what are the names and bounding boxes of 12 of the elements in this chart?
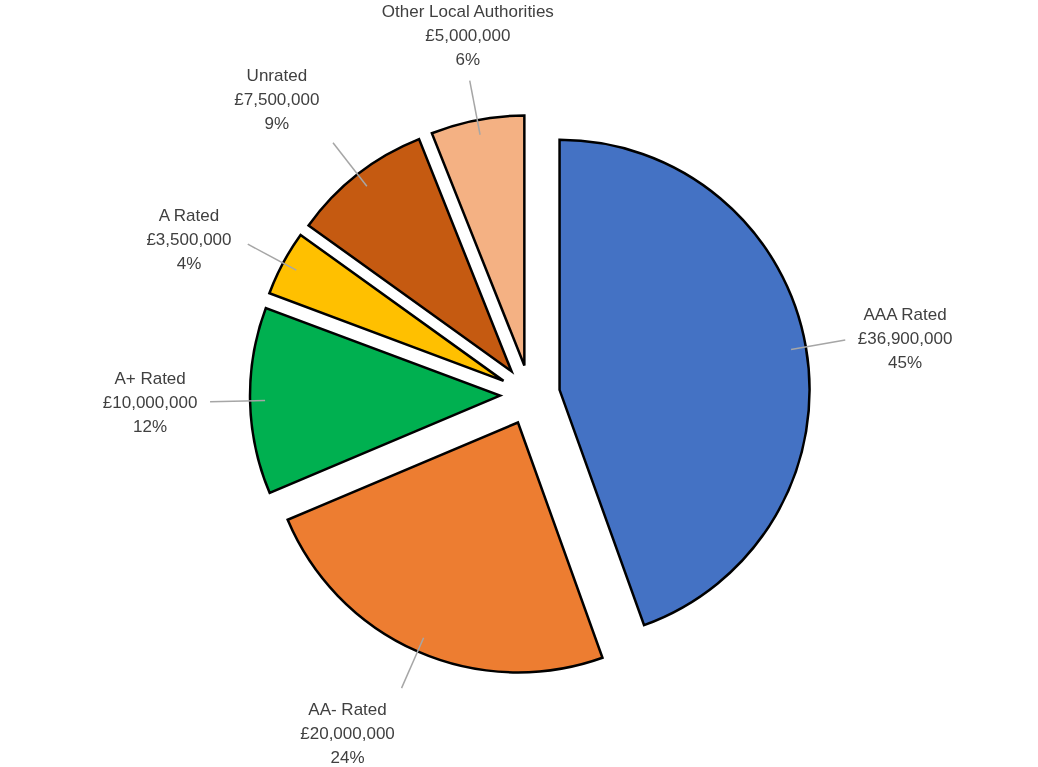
- slice-label: AAA Rated: [863, 305, 947, 325]
- slice-label: Other Local Authorities: [381, 1, 554, 21]
- data-label: £3,500,000 4%: [146, 230, 232, 274]
- slice-label: AA- Rated: [308, 700, 387, 720]
- slice-label: A+ Rated: [114, 368, 186, 388]
- data-label: £10,000,000 12%: [102, 392, 198, 436]
- slice-label: Unrated: [246, 65, 308, 85]
- data-label: £7,500,000 9%: [234, 89, 320, 133]
- data-label: £5,000,000 6%: [425, 25, 511, 69]
- data-label: £20,000,000 24%: [300, 724, 395, 767]
- data-label: £36,900,000 45%: [857, 329, 953, 373]
- slice-label: A Rated: [158, 206, 220, 226]
